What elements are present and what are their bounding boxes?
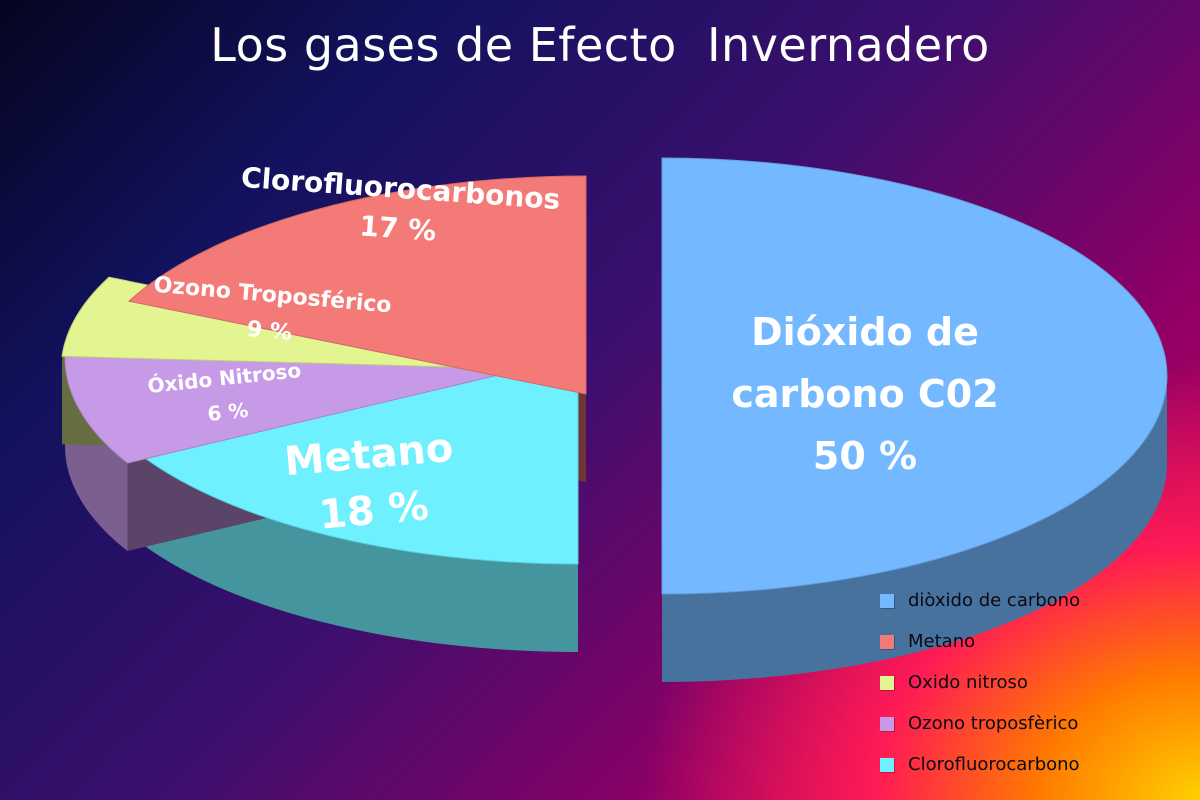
pie-wall-ozono — [65, 358, 128, 552]
legend-item-oxido: Oxido nitroso — [880, 662, 1080, 703]
slice-label-co2: Dióxido de carbono C02 50 % — [731, 310, 998, 478]
legend-swatch-ozono — [880, 716, 894, 731]
legend-item-cfc: Clorofluorocarbono — [880, 744, 1080, 785]
pie-slice-metano — [128, 175, 587, 395]
legend-label-oxido: Oxido nitroso — [908, 672, 1028, 693]
legend-label-metano: Metano — [908, 631, 976, 652]
legend-label-ozono: Ozono troposfèrico — [908, 713, 1079, 734]
legend-label-cfc: Clorofluorocarbono — [908, 754, 1080, 775]
pie-wall-co2 — [662, 376, 1167, 682]
legend-item-metano: Metano — [880, 621, 1080, 662]
legend-swatch-cfc — [880, 757, 894, 772]
pie-slice-co2 — [661, 157, 1168, 595]
pie-wall-cfc — [135, 451, 578, 652]
legend-swatch-metano — [880, 634, 894, 649]
legend-swatch-oxido — [880, 675, 894, 690]
chart-title: Los gases de Efecto Invernadero — [210, 18, 990, 72]
legend-item-co2: diòxido de carbono — [880, 580, 1080, 621]
legend-item-ozono: Ozono troposfèrico — [880, 703, 1080, 744]
pie-slice-cfc — [134, 345, 579, 565]
legend-label-co2: diòxido de carbono — [908, 590, 1081, 611]
legend-swatch-co2 — [880, 593, 894, 608]
legend: diòxido de carbono Metano Oxido nitroso … — [880, 580, 1080, 785]
